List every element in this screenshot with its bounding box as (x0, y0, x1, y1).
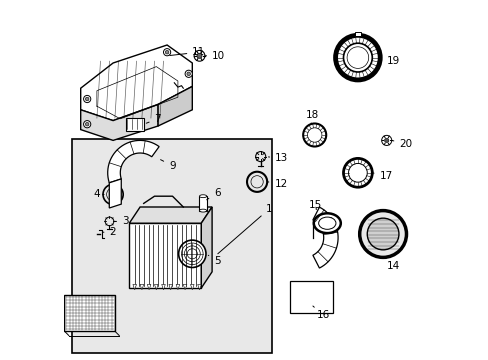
Circle shape (83, 95, 91, 103)
Polygon shape (109, 179, 121, 208)
Text: 12: 12 (266, 179, 287, 189)
Bar (354, 32, 360, 36)
Circle shape (359, 211, 406, 257)
Text: 6: 6 (206, 188, 220, 200)
Polygon shape (183, 284, 186, 290)
Ellipse shape (199, 195, 206, 198)
Circle shape (384, 138, 388, 143)
Circle shape (185, 70, 192, 77)
Polygon shape (289, 281, 332, 313)
Text: 19: 19 (380, 56, 399, 66)
Bar (72, 139, 271, 353)
Text: 2: 2 (102, 227, 116, 237)
Circle shape (366, 218, 398, 250)
Text: 7: 7 (146, 114, 161, 124)
Ellipse shape (199, 209, 206, 212)
Text: 17: 17 (371, 171, 392, 181)
Circle shape (163, 49, 170, 56)
Circle shape (165, 50, 168, 54)
Text: 8: 8 (0, 359, 1, 360)
Polygon shape (168, 284, 172, 290)
Polygon shape (129, 207, 212, 223)
Text: 1: 1 (217, 204, 272, 254)
Bar (64, 295, 115, 331)
Polygon shape (162, 284, 165, 290)
Text: 10: 10 (204, 51, 225, 61)
Text: 4: 4 (93, 189, 104, 199)
Polygon shape (81, 45, 192, 121)
Circle shape (83, 121, 91, 128)
Circle shape (178, 240, 205, 267)
Bar (129, 223, 201, 288)
Circle shape (186, 72, 190, 76)
Polygon shape (133, 284, 136, 290)
Polygon shape (140, 284, 143, 290)
Polygon shape (81, 104, 158, 140)
Bar (125, 118, 143, 131)
Polygon shape (312, 207, 337, 268)
Polygon shape (107, 140, 159, 183)
Text: 18: 18 (305, 110, 318, 123)
Text: 13: 13 (268, 153, 288, 163)
Polygon shape (176, 284, 179, 290)
Polygon shape (147, 284, 151, 290)
Polygon shape (158, 86, 192, 126)
Text: 11: 11 (169, 47, 205, 57)
Polygon shape (201, 207, 212, 288)
Text: 20: 20 (391, 139, 411, 149)
Polygon shape (197, 284, 201, 290)
Text: 14: 14 (384, 257, 399, 271)
Ellipse shape (313, 213, 340, 233)
Bar (199, 196, 206, 211)
Text: 9: 9 (160, 160, 175, 171)
Text: 3: 3 (114, 216, 128, 226)
Ellipse shape (318, 217, 335, 229)
Polygon shape (190, 284, 194, 290)
Circle shape (197, 53, 202, 58)
Text: 15: 15 (309, 200, 322, 210)
Circle shape (85, 122, 89, 126)
Circle shape (85, 97, 89, 101)
Text: 16: 16 (312, 306, 329, 320)
Polygon shape (154, 284, 158, 290)
Text: 5: 5 (208, 255, 220, 266)
